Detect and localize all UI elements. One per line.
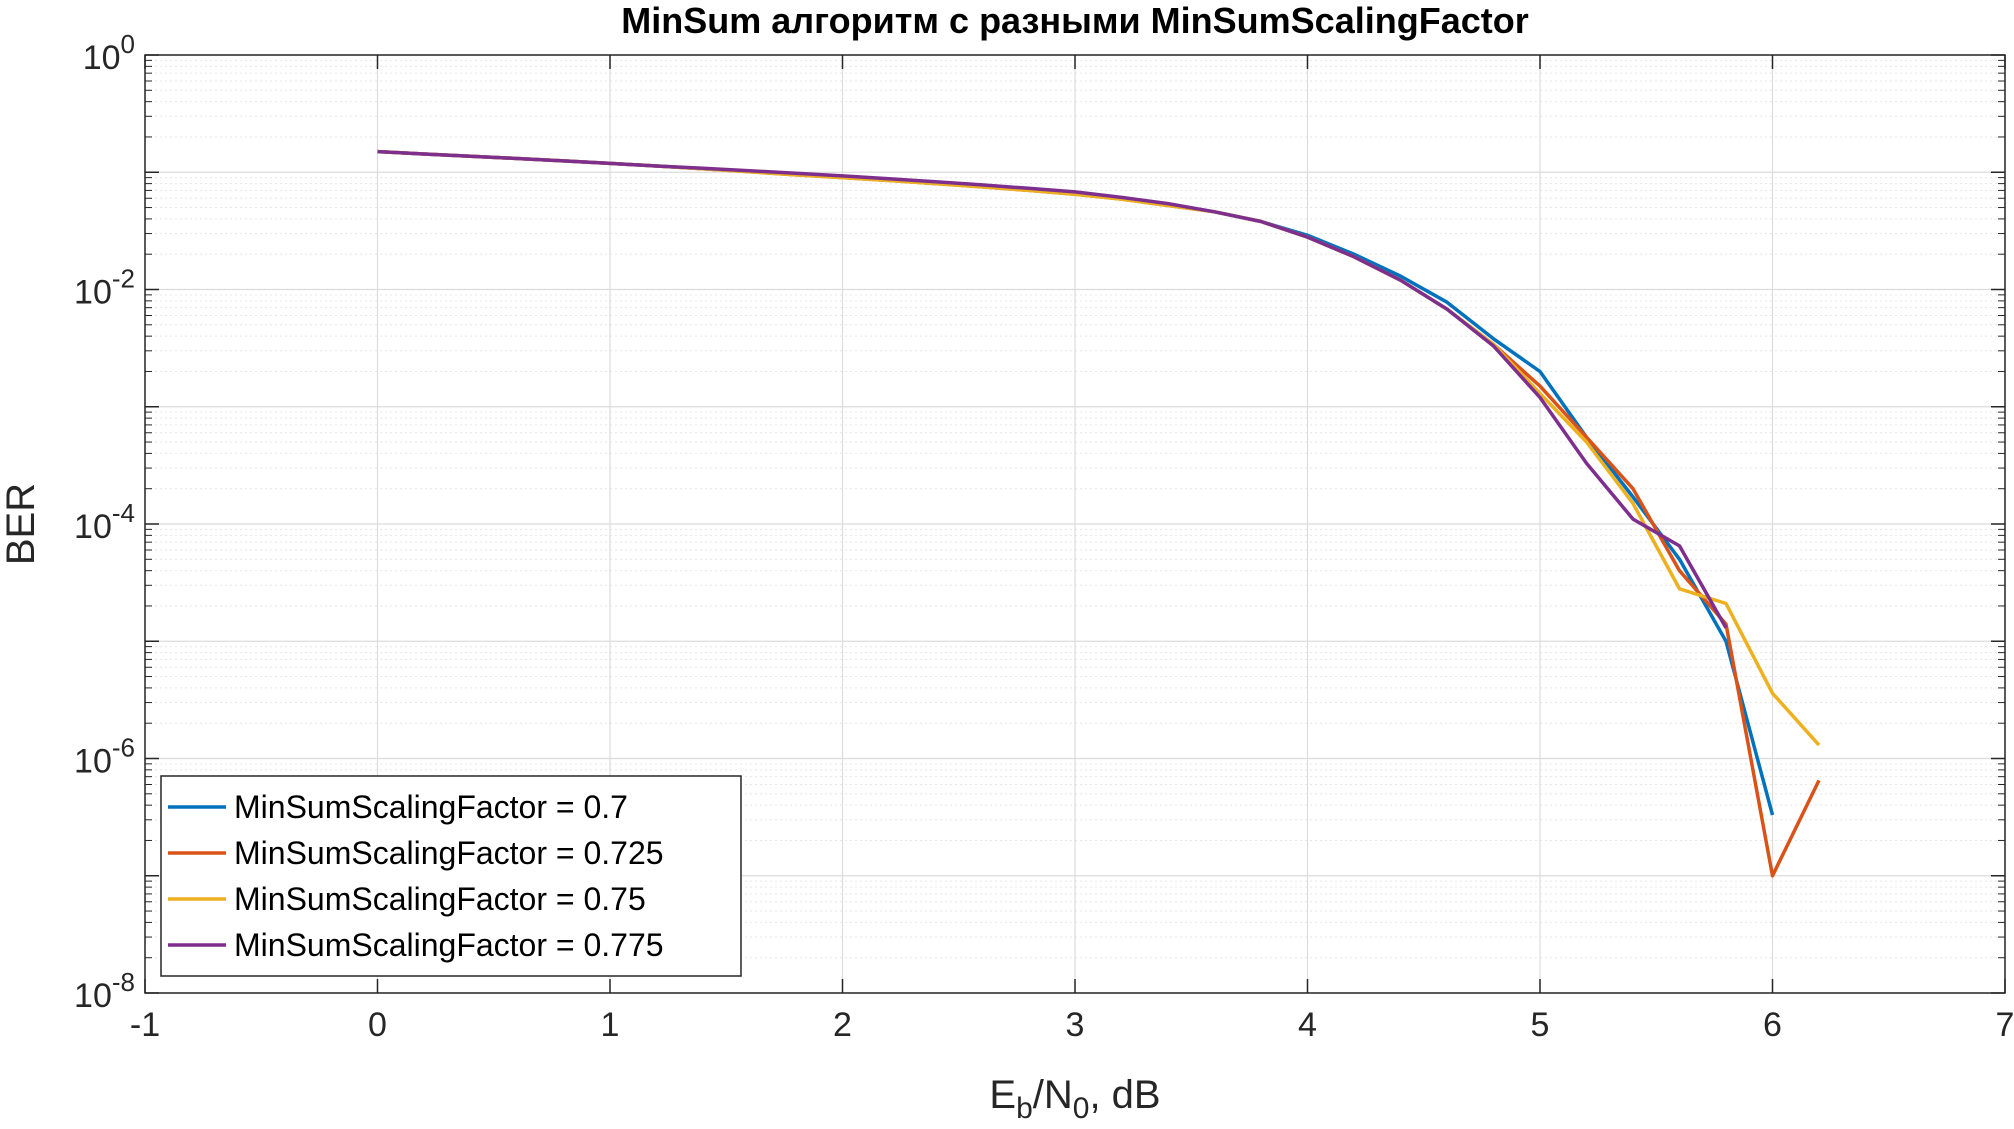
- x-tick-label: 4: [1298, 1006, 1317, 1044]
- y-tick-label-base: 10: [74, 977, 112, 1015]
- legend-label-0: MinSumScalingFactor = 0.7: [234, 789, 628, 825]
- y-tick-label: 10-8: [74, 967, 135, 1015]
- x-tick-labels: -1 0 1 2 3 4 5 6 7: [130, 1006, 2014, 1044]
- x-tick-label: 3: [1066, 1006, 1085, 1044]
- series-layer: [377, 149, 1821, 878]
- tick-marks: [144, 54, 2006, 994]
- x-tick-label: 0: [368, 1006, 387, 1044]
- x-tick-label: -1: [130, 1006, 160, 1044]
- x-tick-label: 6: [1763, 1006, 1782, 1044]
- legend-label-3: MinSumScalingFactor = 0.775: [234, 927, 664, 963]
- x-axis-label: Eb/N0, dB: [989, 1073, 1160, 1125]
- x-axis-label-tail: , dB: [1089, 1073, 1160, 1117]
- x-axis-label-base: E: [989, 1073, 1016, 1117]
- y-tick-label-base: 10: [74, 274, 112, 312]
- y-tick-label: 10-6: [74, 733, 135, 781]
- x-tick-label: 1: [601, 1006, 620, 1044]
- legend: MinSumScalingFactor = 0.7 MinSumScalingFa…: [160, 775, 742, 977]
- legend-label-1: MinSumScalingFactor = 0.725: [234, 835, 664, 871]
- series-line-3: [377, 149, 1728, 629]
- legend-label-2: MinSumScalingFactor = 0.75: [234, 881, 646, 917]
- y-tick-label-base: 10: [74, 508, 112, 546]
- x-axis-label-mid: /N: [1033, 1073, 1073, 1117]
- y-tick-label-exponent: -8: [112, 967, 135, 997]
- x-tick-label: 2: [833, 1006, 852, 1044]
- y-tick-label-exponent: -6: [112, 733, 135, 763]
- y-tick-label: 100: [83, 29, 135, 77]
- y-tick-label: 10-2: [74, 264, 135, 312]
- y-tick-label-base: 10: [74, 743, 112, 781]
- y-tick-label-exponent: 0: [121, 29, 135, 59]
- legend-box: [160, 775, 742, 977]
- y-tick-label: 10-4: [74, 498, 135, 546]
- y-tick-label-exponent: -4: [112, 498, 135, 528]
- x-axis-label-sub2: 0: [1073, 1092, 1090, 1125]
- y-axis-label: BER: [0, 483, 43, 565]
- x-tick-label: 7: [1996, 1006, 2014, 1044]
- y-tick-label-exponent: -2: [112, 264, 135, 294]
- y-tick-label-base: 10: [83, 39, 121, 77]
- chart-title: MinSum алгоритм с разными MinSumScalingF…: [621, 0, 1528, 41]
- x-axis-label-sub1: b: [1016, 1092, 1033, 1125]
- x-tick-label: 5: [1531, 1006, 1550, 1044]
